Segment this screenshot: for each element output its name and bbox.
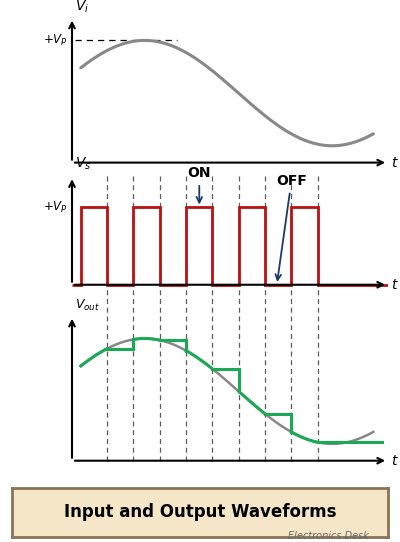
Text: $+V_P$: $+V_P$ — [43, 33, 68, 48]
Text: $V_s$: $V_s$ — [75, 156, 91, 172]
Text: $V_i$: $V_i$ — [75, 0, 89, 15]
Text: Electronics Desk: Electronics Desk — [288, 531, 368, 541]
Text: $+V_P$: $+V_P$ — [43, 200, 68, 215]
Text: OFF: OFF — [276, 174, 307, 280]
Text: $V_{out}$: $V_{out}$ — [75, 298, 100, 313]
Text: t: t — [391, 454, 396, 468]
Text: t: t — [391, 278, 396, 292]
Text: t: t — [391, 156, 396, 170]
Text: Input and Output Waveforms: Input and Output Waveforms — [64, 503, 336, 521]
Text: ON: ON — [188, 166, 211, 203]
